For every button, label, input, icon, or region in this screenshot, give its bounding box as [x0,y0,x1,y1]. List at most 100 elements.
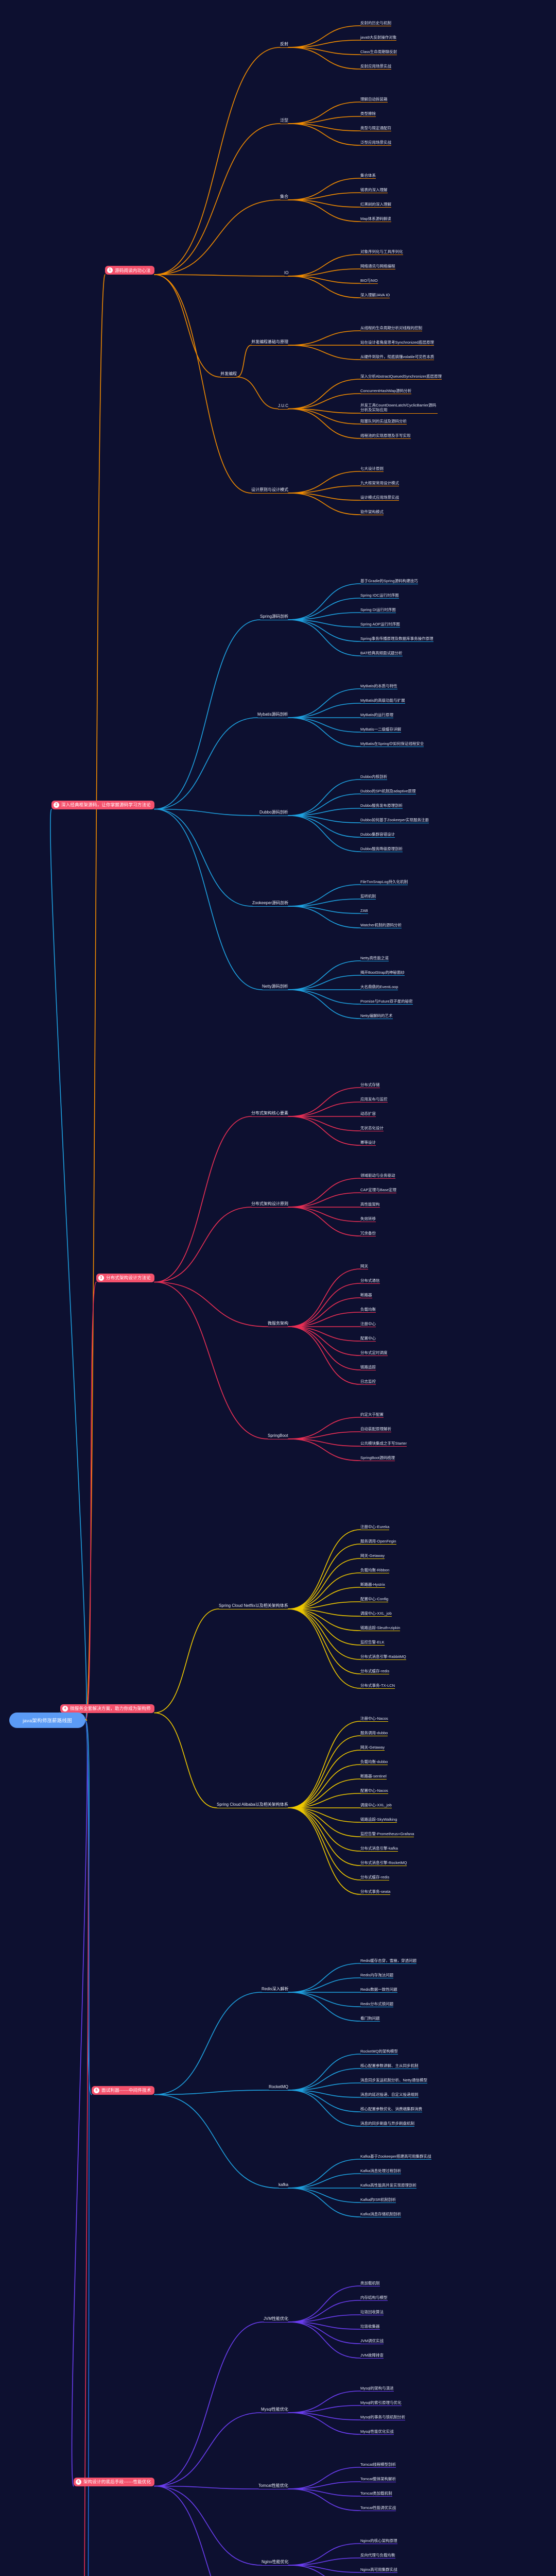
leaf-node[interactable]: 负载均衡-dubbo [360,1759,388,1766]
leaf-node[interactable]: 网关 [360,1264,368,1270]
leaf-node[interactable]: 自动装配原理解析 [360,1427,391,1433]
leaf-node[interactable]: java9大反射操作对象 [360,35,397,41]
leaf-node[interactable]: 理解自动拆装箱 [360,97,388,103]
branch-node[interactable]: SpringBoot [268,1433,288,1439]
branch-node[interactable]: JVM性能优化 [264,2316,288,2323]
branch-node[interactable]: Redis深入解析 [262,1987,289,1993]
leaf-node[interactable]: Redis分布式锁问题 [360,2002,394,2008]
leaf-node[interactable]: Spring事务传播原理及数据库事务操作原理 [360,636,433,642]
leaf-node[interactable]: 类加载机制 [360,2281,380,2287]
leaf-node[interactable]: Dubbo内核剖析 [360,774,388,781]
leaf-node[interactable]: 链路追踪 [360,1365,376,1371]
leaf-node[interactable]: 并发工具CountDownLatch/CyclicBarrier源码分析及实际应… [360,403,438,414]
sub-branch-node[interactable]: 并发编程基础与原理 [251,340,288,346]
branch-node[interactable]: 泛型 [280,118,288,124]
leaf-node[interactable]: Tomcat性能调优实战 [360,2505,396,2512]
leaf-node[interactable]: 链路追踪-Sleuth+zipkin [360,1625,401,1632]
leaf-node[interactable]: 揭开BootStrap的神秘面纱 [360,970,405,976]
leaf-node[interactable]: 高性能架构 [360,1202,380,1208]
leaf-node[interactable]: 网关-Getaway [360,1553,385,1560]
section-node-6[interactable]: 6 架构设计的底后手段------性能优化 [74,2477,155,2486]
leaf-node[interactable]: 服务调用-dubbo [360,1731,388,1737]
leaf-node[interactable]: 监听机制 [360,894,376,900]
branch-node[interactable]: Zookeeper源码剖析 [252,901,289,907]
leaf-node[interactable]: 分布式消息引擎-kafka [360,1846,398,1852]
leaf-node[interactable]: 大名鼎鼎的EventLoop [360,985,398,991]
leaf-node[interactable]: 注册中心 [360,1321,376,1328]
leaf-node[interactable]: 断路器-Hystrix [360,1582,385,1588]
branch-node[interactable]: Spring Cloud Netflix以及相关架构体系 [219,1603,288,1609]
leaf-node[interactable]: Redis内存淘汰问题 [360,1973,394,1979]
leaf-node[interactable]: Spring DI运行时序图 [360,607,396,614]
leaf-node[interactable]: 消息同步发送机制分析、Netty通信模型 [360,2078,428,2084]
leaf-node[interactable]: MyBatis在Spring中如何保证线程安全 [360,741,424,748]
leaf-node[interactable]: 约定大于配置 [360,1412,384,1418]
leaf-node[interactable]: 冗余备份 [360,1231,376,1237]
branch-node[interactable]: kafka [279,2182,289,2189]
leaf-node[interactable]: 软件架构模式 [360,510,384,516]
leaf-node[interactable]: 深入分析AbstractQueuedSynchronizer底层原理 [360,374,442,380]
leaf-node[interactable]: MyBatis的运行原理 [360,713,394,719]
leaf-node[interactable]: 注册中心-Eureka [360,1524,390,1531]
leaf-node[interactable]: 监控告警-ELK [360,1640,385,1646]
leaf-node[interactable]: 分布式消息引擎-RocketMQ [360,1860,407,1867]
leaf-node[interactable]: 七大设计原则 [360,466,384,472]
leaf-node[interactable]: MyBatis的本质与特性 [360,684,397,690]
leaf-node[interactable]: 动态扩容 [360,1111,376,1117]
leaf-node[interactable]: 类型与限定通配符 [360,126,391,132]
leaf-node[interactable]: Redis缓存击穿，雪崩，穿透问题 [360,1958,417,1964]
leaf-node[interactable]: 泛型应用场景实战 [360,140,391,146]
leaf-node[interactable]: Spring AOP运行时序图 [360,622,400,628]
leaf-node[interactable]: 日志监控 [360,1379,376,1385]
leaf-node[interactable]: 负载均衡-Ribbon [360,1568,390,1574]
leaf-node[interactable]: 服务调用-OpenFegin [360,1539,396,1545]
leaf-node[interactable]: 监控告警-Prometheus+Grafana [360,1832,414,1838]
leaf-node[interactable]: BAT经典高频面试题分析 [360,651,403,657]
branch-node[interactable]: IO [284,270,289,277]
leaf-node[interactable]: Dubbo服务降级原理剖析 [360,846,403,853]
leaf-node[interactable]: 链表的深入理解 [360,188,388,194]
leaf-node[interactable]: 消息的延迟投递、自定义投递规则 [360,2092,419,2098]
leaf-node[interactable]: 调度中心-XXL_job [360,1803,392,1809]
leaf-node[interactable]: 领域驱动与业务驱动 [360,1173,395,1179]
branch-node[interactable]: RocketMQ [269,2084,288,2091]
sub-branch-node[interactable]: J.U.C [278,403,288,410]
leaf-node[interactable]: 阻塞队列的实战及源码分析 [360,419,407,425]
leaf-node[interactable]: Spring IOC运行时序图 [360,593,399,599]
leaf-node[interactable]: ZAB [360,908,368,914]
leaf-node[interactable]: Nginx高可用集群实战 [360,2567,397,2573]
branch-node[interactable]: Netty源码剖析 [262,984,288,990]
leaf-node[interactable]: ConcurrentHashMap源码分析 [360,388,412,395]
leaf-node[interactable]: 负载均衡 [360,1307,376,1313]
leaf-node[interactable]: FileTxnSnapLog持久化机制 [360,879,408,886]
leaf-node[interactable]: 分布式存储 [360,1082,380,1089]
leaf-node[interactable]: 幂等设计 [360,1140,376,1146]
leaf-node[interactable]: 反射的历史与机制 [360,21,391,27]
leaf-node[interactable]: 断路器 [360,1293,372,1299]
branch-node[interactable]: Spring Cloud Alibaba以及相关架构体系 [217,1802,288,1808]
leaf-node[interactable]: Map体系源码解读 [360,216,391,223]
leaf-node[interactable]: Dubbo的SPI机制及adaptive原理 [360,789,416,795]
section-node-1[interactable]: 1 源码阅读内功心法 [105,266,154,275]
branch-node[interactable]: 微服务架构 [268,1321,288,1327]
leaf-node[interactable]: 公共模块集成之手写Starter [360,1441,407,1447]
branch-node[interactable]: 集合 [280,194,288,200]
leaf-node[interactable]: 集合体系 [360,173,376,179]
branch-node[interactable]: Nginx性能优化 [262,2560,289,2566]
leaf-node[interactable]: JVM调优实战 [360,2338,384,2345]
leaf-node[interactable]: 无状态化设计 [360,1126,384,1132]
leaf-node[interactable]: 应用发布与监控 [360,1097,388,1103]
root-node[interactable]: java架构师涨薪路线图 [9,1713,85,1728]
leaf-node[interactable]: 分布式缓存-redis [360,1669,390,1675]
leaf-node[interactable]: 从硬件到软件，彻底搞懂volatile可见性本质 [360,354,435,361]
leaf-node[interactable]: 链路追踪-SkyWalking [360,1817,397,1823]
branch-node[interactable]: Mybatis源码剖析 [257,712,288,718]
leaf-node[interactable]: 配置中心 [360,1336,376,1342]
leaf-node[interactable]: 分布式通信 [360,1278,380,1284]
leaf-node[interactable]: Redis数据一致性问题 [360,1987,397,1993]
leaf-node[interactable]: 看门狗问题 [360,2016,380,2022]
leaf-node[interactable]: Class生命周期聊反射 [360,49,397,56]
leaf-node[interactable]: MyBatis的高级功能与扩展 [360,698,405,704]
leaf-node[interactable]: 基于Gradle的Spring源码构建技巧 [360,579,418,585]
leaf-node[interactable]: Dubbo集群容错设计 [360,832,395,838]
